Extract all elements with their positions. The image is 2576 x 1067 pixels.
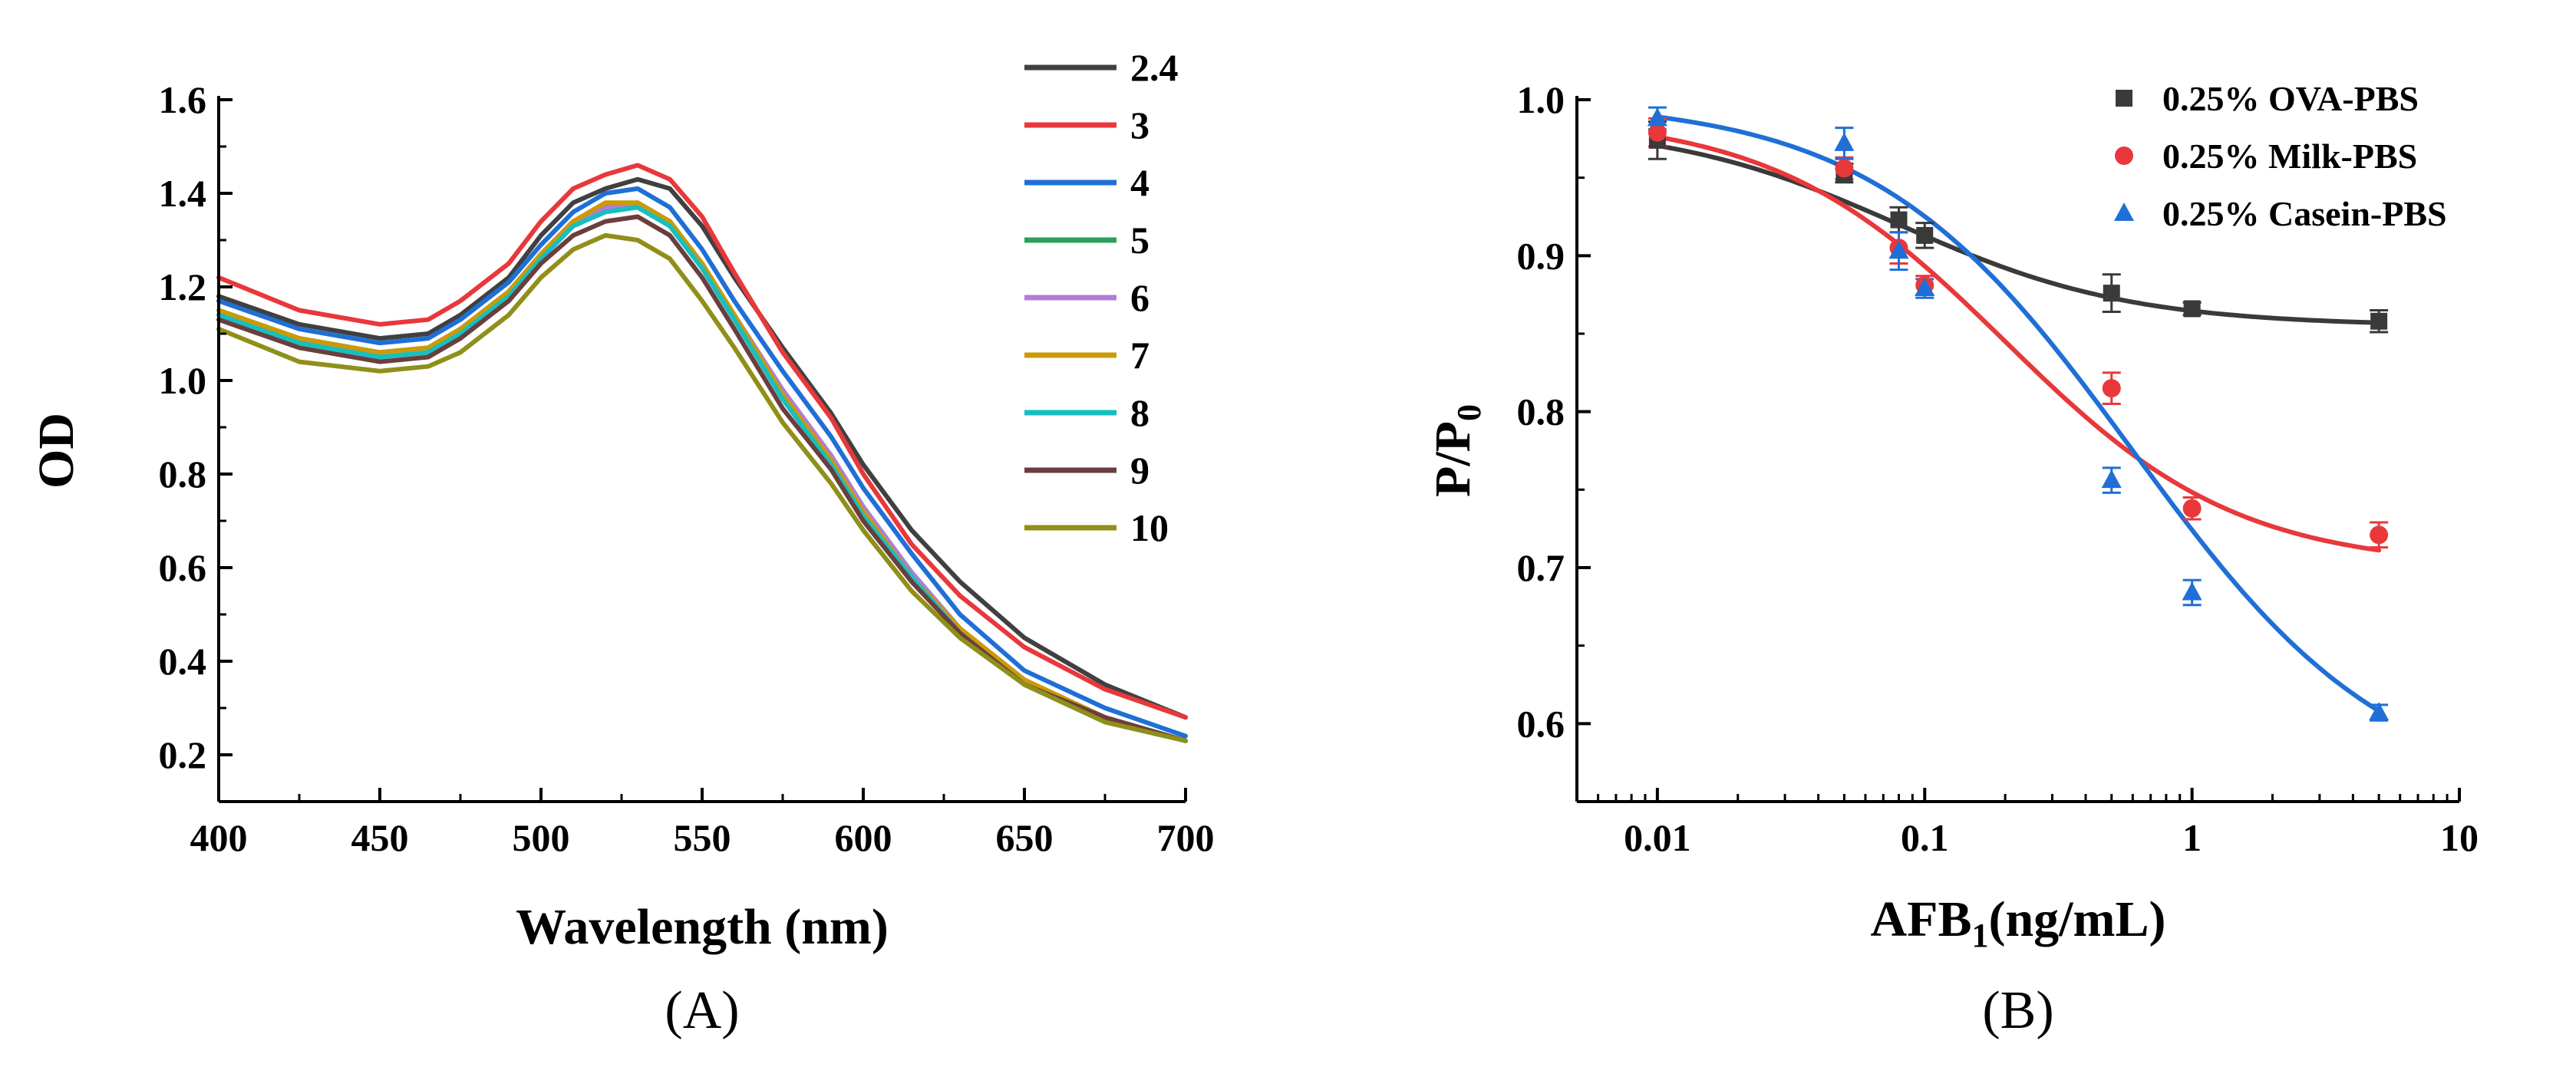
- panel-b-point-circle: [1835, 159, 1854, 178]
- panel-a-x-tick-label: 400: [190, 816, 248, 859]
- panel-b-legend: 0.25% OVA-PBS 0.25% Milk-PBS 0.25% Casein-…: [2114, 79, 2447, 233]
- panel-b-point-square: [2370, 312, 2388, 330]
- panel-b-fit-curve-2: [1654, 114, 2382, 713]
- panel-b-x-axis-title-subscript: 1: [1972, 917, 1989, 954]
- panel-a-series-lines: [216, 163, 1188, 743]
- panel-b-y-tick-label: 0.9: [1517, 234, 1565, 277]
- panel-a-x-tick-label: 650: [996, 816, 1054, 859]
- panel-b-x-axis-title: AFB1(ng/mL): [1871, 891, 2166, 954]
- panel-a-series-line-8: [216, 232, 1188, 743]
- panel-a-series-line-2: [216, 186, 1188, 739]
- panel-a-y-tick-label: 1.4: [159, 172, 207, 215]
- panel-b-legend-label-1: 0.25% Milk-PBS: [2162, 137, 2417, 176]
- panel-b-axes: [1575, 96, 2459, 803]
- panel-b-point-square: [1890, 211, 1908, 229]
- panel-b-y-axis-title-main: P/P: [1425, 421, 1481, 497]
- panel-a-series-line-1: [216, 163, 1188, 720]
- panel-b-x-tick-label: 0.01: [1624, 816, 1691, 859]
- panel-b-legend-label-0: 0.25% OVA-PBS: [2162, 79, 2419, 118]
- panel-a-x-tick-label: 600: [835, 816, 892, 859]
- panel-a-legend-label-2: 4: [1130, 161, 1149, 204]
- panel-b-point-triangle: [2369, 702, 2390, 721]
- panel-b-point-circle: [2370, 525, 2389, 545]
- panel-b-point-square: [2183, 300, 2201, 318]
- panel-b-ticks: 0.01 0.1 1 10 0.6 0.7 0.8 0.9 1.0: [1517, 78, 2479, 859]
- panel-a-y-tick-label: 1.6: [159, 78, 207, 121]
- panel-a-y-tick-label: 0.8: [159, 453, 207, 496]
- panel-a-legend-label-3: 5: [1130, 219, 1149, 262]
- panel-b-x-tick-label: 10: [2440, 816, 2479, 859]
- panel-b-point-circle: [2182, 499, 2202, 518]
- panel-a-legend-label-0: 2.4: [1130, 46, 1179, 89]
- panel-b-legend-marker-2: [2114, 203, 2134, 221]
- panel-b-x-axis-title-unit: (ng/mL): [1989, 891, 2166, 947]
- panel-b-point-triangle: [1915, 278, 1935, 297]
- panel-b-y-tick-label: 0.8: [1517, 390, 1565, 433]
- panel-b-fit-curve-0: [1654, 143, 2382, 325]
- panel-a-y-tick-label: 1.2: [159, 265, 207, 308]
- panel-b-point-circle: [2102, 379, 2121, 398]
- panel-a-legend-label-8: 10: [1130, 506, 1169, 549]
- panel-b-legend-marker-1: [2115, 147, 2133, 165]
- panel-a-x-axis-title: Wavelength (nm): [516, 899, 889, 955]
- panel-b-x-axis-title-main: AFB: [1871, 891, 1972, 947]
- panel-a-x-tick-label: 500: [513, 816, 570, 859]
- panel-a-y-axis-title: OD: [28, 413, 84, 489]
- panel-a-series-line-0: [216, 176, 1188, 720]
- panel-b-y-tick-label: 0.7: [1517, 546, 1565, 589]
- panel-b-data-points: [1647, 107, 2390, 721]
- panel-b-point-triangle: [1647, 107, 1667, 127]
- panel-b-y-tick-label: 0.6: [1517, 702, 1565, 745]
- panel-b-fit-curve-1: [1654, 134, 2382, 553]
- panel-a-legend-label-1: 3: [1130, 104, 1149, 147]
- panel-a-x-tick-label: 700: [1157, 816, 1215, 859]
- panel-b-point-triangle: [1888, 240, 1909, 259]
- panel-a-chart: 400 450 500 550 600 650 700 0.2 0.4 0.6 0.8 1.0 1.2 1…: [28, 46, 1215, 1040]
- panel-a-y-tick-label: 0.4: [159, 640, 207, 683]
- panel-a-legend-label-7: 9: [1130, 449, 1149, 492]
- panel-b-point-square: [1916, 226, 1934, 244]
- panel-a-label: (A): [665, 981, 739, 1040]
- panel-b-fit-curves: [1654, 114, 2382, 713]
- panel-b-x-tick-label: 0.1: [1901, 816, 1949, 859]
- panel-b-point-triangle: [2101, 469, 2122, 489]
- panel-b-y-axis-title: P/P0: [1425, 404, 1488, 497]
- panel-a-x-tick-label: 450: [351, 816, 409, 859]
- panel-a-legend: 2.4 3 4 5 6 7 8 9 10: [1024, 46, 1179, 549]
- panel-b-y-tick-label: 1.0: [1517, 78, 1565, 121]
- panel-a-ticks: 400 450 500 550 600 650 700 0.2 0.4 0.6 0.8 1.0 1.2 1…: [159, 78, 1215, 859]
- panel-b-y-axis-title-subscript: 0: [1450, 404, 1488, 421]
- panel-b-legend-marker-0: [2116, 90, 2132, 107]
- panel-b-point-circle: [1648, 123, 1667, 142]
- panel-a-legend-label-5: 7: [1130, 334, 1149, 377]
- panel-b-point-triangle: [1834, 132, 1855, 151]
- panel-a-legend-label-6: 8: [1130, 391, 1149, 434]
- panel-b-point-square: [2103, 285, 2120, 302]
- panel-a-y-tick-label: 0.2: [159, 733, 207, 776]
- panel-a-y-tick-label: 0.6: [159, 546, 207, 589]
- panel-a-series-line-7: [216, 214, 1188, 743]
- panel-a-legend-label-4: 6: [1130, 276, 1149, 319]
- panel-b-point-triangle: [2182, 581, 2202, 601]
- panel-b-x-tick-label: 1: [2182, 816, 2202, 859]
- panel-a-x-tick-label: 550: [674, 816, 731, 859]
- panel-b-legend-label-2: 0.25% Casein-PBS: [2162, 194, 2447, 233]
- panel-b-chart: 0.01 0.1 1 100.60.70.80.91.0 0.25% OVA-PBS0…: [1425, 78, 2479, 1040]
- panel-b-label: (B): [1982, 981, 2053, 1040]
- panel-a-y-tick-label: 1.0: [159, 359, 207, 402]
